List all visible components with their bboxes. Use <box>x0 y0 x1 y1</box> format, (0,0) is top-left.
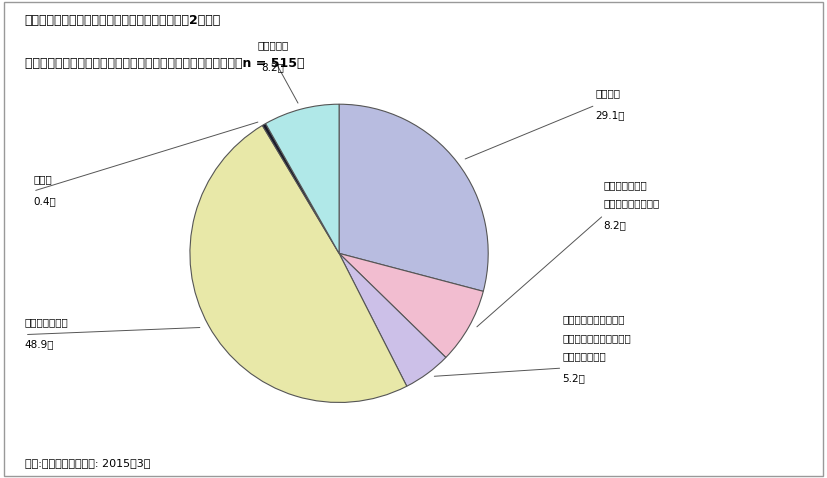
Wedge shape <box>262 124 339 253</box>
Text: 採用活動をしていた、: 採用活動をしていた、 <box>562 315 625 325</box>
Text: 採用計画がない: 採用計画がない <box>25 317 69 327</box>
Text: その他: その他 <box>33 174 52 184</box>
Text: 採用した: 採用した <box>595 88 620 98</box>
Text: 48.9％: 48.9％ <box>25 339 55 349</box>
Wedge shape <box>339 253 446 386</box>
Text: 5.2％: 5.2％ <box>562 373 586 383</box>
Text: 情報システム部門で、情報セキュリティの専門職を採用したか（n = 515）: 情報システム部門で、情報セキュリティの専門職を採用したか（n = 515） <box>25 57 304 70</box>
Text: 8.2％: 8.2％ <box>261 62 284 72</box>
Wedge shape <box>265 104 339 253</box>
Wedge shape <box>339 104 488 291</box>
Text: もしくは面談までしたが: もしくは面談までしたが <box>562 333 631 343</box>
Wedge shape <box>339 253 483 358</box>
Text: 出典:ガートナー／調査: 2015年3月: 出典:ガートナー／調査: 2015年3月 <box>25 458 151 468</box>
Text: 29.1％: 29.1％ <box>595 110 625 120</box>
Text: 8.2％: 8.2％ <box>604 220 627 230</box>
Text: 分からない: 分からない <box>257 40 289 50</box>
Wedge shape <box>190 125 407 402</box>
Text: 0.4％: 0.4％ <box>33 196 56 206</box>
Text: 採用しなかった: 採用しなかった <box>562 351 606 361</box>
Text: 最終決定していない: 最終決定していない <box>604 198 660 208</box>
Text: 昨今の情報漏洩や標的型攻撃の対策として、この2年間に: 昨今の情報漏洩や標的型攻撃の対策として、この2年間に <box>25 14 221 27</box>
Text: 採用活動中で、: 採用活動中で、 <box>604 180 648 190</box>
